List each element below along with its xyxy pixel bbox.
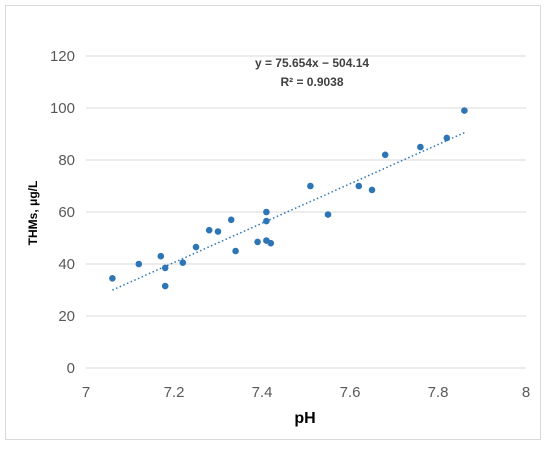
y-tick-label: 100 — [50, 100, 75, 117]
y-tick-label: 60 — [58, 204, 75, 221]
gridlines — [86, 55, 526, 369]
data-point — [267, 239, 275, 247]
data-point — [443, 134, 451, 142]
data-point — [232, 247, 239, 255]
x-axis-title: pH — [294, 410, 315, 427]
data-point — [161, 282, 169, 290]
y-tick-label: 80 — [58, 152, 75, 169]
y-tick-label: 20 — [58, 308, 75, 325]
data-point — [135, 260, 143, 268]
data-point — [214, 228, 222, 235]
x-tick-label: 7.8 — [428, 384, 449, 401]
x-tick-label: 8 — [522, 384, 530, 401]
data-point — [109, 275, 116, 282]
data-point — [381, 151, 389, 159]
data-point — [263, 208, 270, 216]
trendline-group — [112, 132, 465, 291]
data-point — [263, 217, 270, 225]
data-point — [461, 107, 468, 114]
data-point — [157, 252, 165, 260]
data-point — [355, 182, 363, 190]
data-points — [109, 107, 468, 290]
y-tick-label: 120 — [50, 48, 75, 65]
trendline-equation: y = 75.654x − 504.14 — [255, 56, 369, 70]
data-point — [161, 264, 169, 272]
y-axis-tick-labels: 0 20 40 60 80 100 120 — [50, 48, 75, 377]
data-point — [417, 143, 424, 151]
data-point — [307, 182, 314, 190]
y-axis-title: THMs, μg/L — [26, 181, 40, 246]
x-tick-label: 7.6 — [340, 384, 361, 401]
data-point — [179, 259, 187, 267]
data-point — [254, 238, 261, 246]
trendline — [112, 132, 465, 291]
x-tick-label: 7 — [82, 384, 90, 401]
x-tick-label: 7.4 — [252, 384, 273, 401]
x-tick-label: 7.2 — [164, 384, 185, 401]
data-point — [324, 211, 332, 218]
y-tick-label: 0 — [67, 360, 75, 377]
r-squared-label: R² = 0.9038 — [280, 75, 343, 89]
data-point — [205, 226, 213, 234]
data-point — [227, 216, 235, 224]
data-point — [192, 243, 200, 251]
data-point — [368, 186, 376, 194]
x-axis-tick-labels: 7 7.2 7.4 7.6 7.8 8 — [82, 384, 530, 401]
y-tick-label: 40 — [58, 256, 75, 273]
